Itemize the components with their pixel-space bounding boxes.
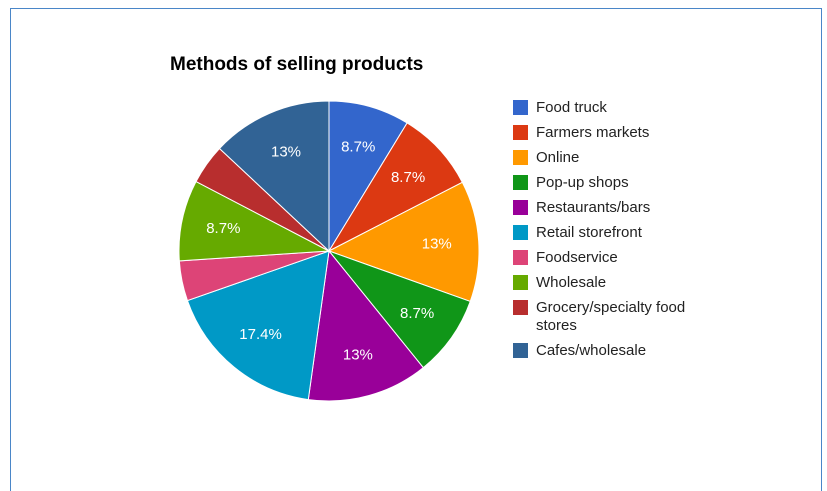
legend-item[interactable]: Online [513, 149, 713, 167]
legend-swatch [513, 343, 528, 358]
pie-slice-data-label: 8.7% [400, 305, 434, 322]
pie-slice-retail-storefront[interactable] [186, 250, 330, 401]
legend-label: Online [536, 149, 580, 166]
pie-slice-pop-up-shops[interactable] [327, 249, 471, 369]
pie-slice-data-label: 13% [422, 235, 452, 252]
legend-item[interactable]: Wholesale [513, 274, 713, 292]
legend-label: Cafes/wholesale [536, 342, 647, 359]
legend-item[interactable]: Foodservice [513, 249, 713, 267]
legend-item[interactable]: Food truck [513, 99, 713, 117]
legend-label: Restaurants/bars [536, 199, 651, 216]
pie-slice-data-label: 17.4% [239, 326, 282, 343]
legend-swatch [513, 300, 528, 315]
legend-swatch [513, 200, 528, 215]
legend-swatch [513, 175, 528, 190]
legend-item[interactable]: Retail storefront [513, 224, 713, 242]
legend-label: Farmers markets [536, 124, 650, 141]
pie-slice-farmers-markets[interactable] [327, 122, 464, 253]
legend-label: Retail storefront [536, 224, 642, 241]
legend-label: Wholesale [536, 274, 607, 291]
legend-swatch [513, 100, 528, 115]
pie-slice-food-truck[interactable] [328, 100, 408, 253]
legend-item[interactable]: Cafes/wholesale [513, 342, 713, 360]
legend-item[interactable]: Restaurants/bars [513, 199, 713, 217]
legend-label: Food truck [536, 99, 607, 116]
pie-slice-data-label: 8.7% [341, 139, 375, 156]
pie-slice-data-label: 13% [271, 143, 301, 160]
legend-swatch [513, 250, 528, 265]
legend-label: Grocery/specialty food stores [536, 299, 686, 334]
legend-swatch [513, 150, 528, 165]
pie-slice-data-label: 13% [343, 347, 373, 364]
legend-item[interactable]: Pop-up shops [513, 174, 713, 192]
legend-item[interactable]: Grocery/specialty food stores [513, 299, 713, 335]
legend-swatch [513, 225, 528, 240]
pie-slice-cafes-wholesale[interactable] [218, 100, 330, 253]
pie-slice-online[interactable] [327, 181, 480, 303]
legend-swatch [513, 125, 528, 140]
pie-slice-restaurants-bars[interactable] [307, 249, 425, 402]
pie-slice-wholesale[interactable] [178, 180, 331, 262]
legend-swatch [513, 275, 528, 290]
legend-label: Foodservice [536, 249, 618, 266]
chart-legend: Food truck Farmers markets Online Pop-up sh… [513, 99, 713, 367]
pie-slice-data-label: 8.7% [206, 220, 240, 237]
legend-label: Pop-up shops [536, 174, 629, 191]
pie-slice-data-label: 8.7% [391, 169, 425, 186]
chart-title: Methods of selling products [170, 54, 424, 75]
legend-item[interactable]: Farmers markets [513, 124, 713, 142]
